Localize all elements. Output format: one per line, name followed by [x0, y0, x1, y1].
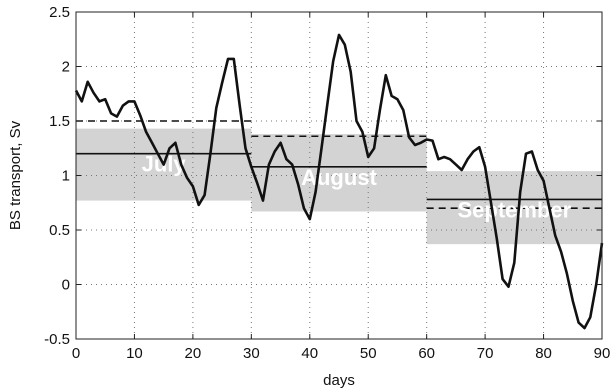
y-tick-label: 1	[62, 168, 70, 185]
x-tick-label: 0	[72, 345, 80, 362]
y-tick-label: -0.5	[44, 331, 70, 348]
transport-series-line	[74, 33, 604, 330]
band-august	[251, 134, 427, 212]
month-label-august: August	[301, 165, 377, 190]
x-tick-label: 10	[126, 345, 143, 362]
x-tick-label: 60	[418, 345, 435, 362]
y-tick-label: 0.5	[49, 222, 70, 239]
x-tick-label: 30	[243, 345, 260, 362]
x-tick-label: 70	[477, 345, 494, 362]
y-tick-label: 1.5	[49, 113, 70, 130]
x-tick-label: 50	[360, 345, 377, 362]
y-tick-label: 2	[62, 59, 70, 76]
monthly-stat-lines	[76, 120, 602, 209]
y-axis-title: BS transport, Sv	[7, 120, 24, 230]
x-tick-label: 40	[301, 345, 318, 362]
x-axis-title: days	[323, 372, 355, 389]
x-tick-label: 90	[594, 345, 611, 362]
axis-ticks: 0 10 20 30 40 50 60 70 80 90-0.500.511.522.5	[44, 4, 610, 362]
x-tick-label: 80	[535, 345, 552, 362]
y-tick-label: 2.5	[49, 4, 70, 21]
x-tick-label: 20	[185, 345, 202, 362]
y-tick-label: 0	[62, 277, 70, 294]
month-label-september: September	[457, 197, 571, 222]
